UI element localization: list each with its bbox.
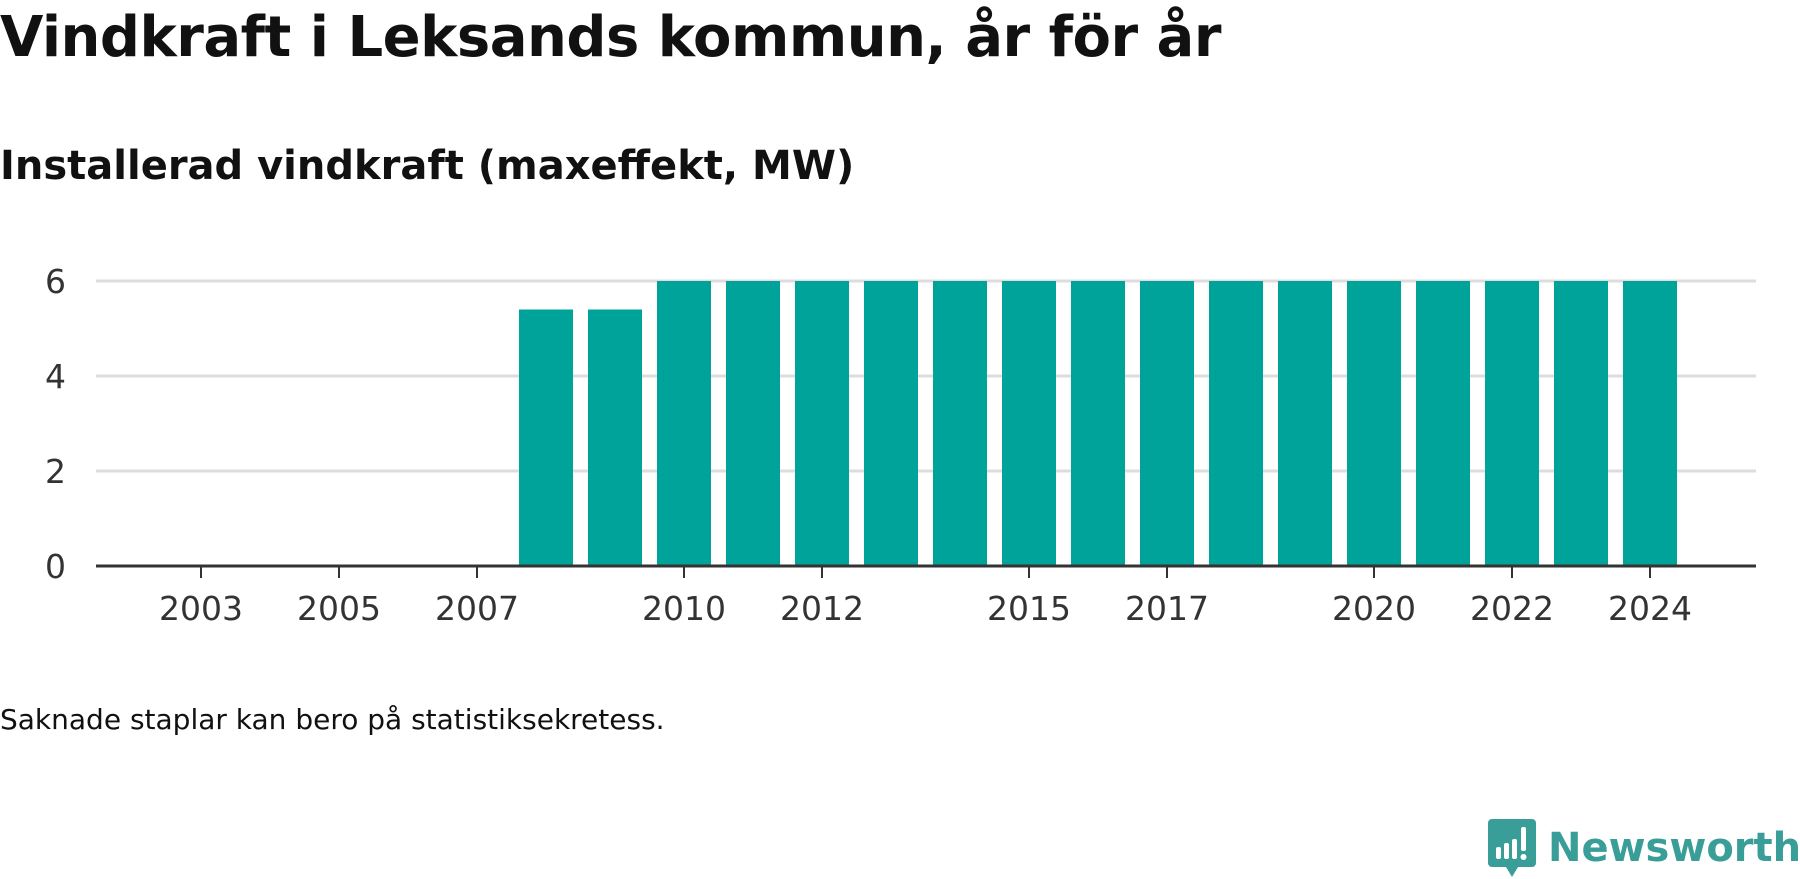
bar-2023: [1554, 281, 1608, 566]
x-axis: 2003 2005 2007 2010 2012 2015 2017 2020 2022 2024: [96, 564, 1756, 628]
bar-2013: [864, 281, 918, 566]
y-tick-label: 2: [45, 452, 66, 491]
bar-2014: [933, 281, 987, 566]
x-tick-label: 2015: [987, 589, 1071, 628]
x-tick-label: 2020: [1332, 589, 1416, 628]
x-tick-label: 2022: [1470, 589, 1554, 628]
bar-2018: [1209, 281, 1263, 566]
x-tick-label: 2003: [159, 589, 243, 628]
chart-title: Vindkraft i Leksands kommun, år för år: [0, 5, 1221, 70]
bar-2010: [657, 281, 711, 566]
bar-2022: [1485, 281, 1539, 566]
y-tick-label: 0: [45, 547, 66, 586]
x-tick-label: 2012: [780, 589, 864, 628]
x-tick-label: 2005: [297, 589, 381, 628]
x-tick-label: 2010: [642, 589, 726, 628]
bar-2019: [1278, 281, 1332, 566]
x-tick-label: 2024: [1608, 589, 1692, 628]
bars: [519, 281, 1677, 566]
brand-name: Newsworthy: [1548, 825, 1800, 871]
x-tick-label: 2007: [435, 589, 519, 628]
chart-subtitle: Installerad vindkraft (maxeffekt, MW): [0, 143, 855, 189]
bar-2020: [1347, 281, 1401, 566]
footnote: Saknade staplar kan bero på statistiksek…: [0, 703, 665, 736]
bar-2024: [1623, 281, 1677, 566]
newsworthy-logo-icon: [1488, 819, 1536, 877]
bar-2015: [1002, 281, 1056, 566]
x-tick-label: 2017: [1125, 589, 1209, 628]
bar-2016: [1071, 281, 1125, 566]
y-tick-label: 4: [45, 357, 66, 396]
bar-2011: [726, 281, 780, 566]
bar-2009: [588, 309, 642, 566]
grid-lines: [96, 279, 1756, 473]
newsworthy-logo[interactable]: Newsworthy: [1486, 818, 1800, 878]
y-tick-label: 6: [45, 262, 66, 301]
bar-2008: [519, 309, 573, 566]
y-axis-labels: 0 2 4 6: [45, 262, 66, 586]
bar-2012: [795, 281, 849, 566]
bar-2021: [1416, 281, 1470, 566]
bar-2017: [1140, 281, 1194, 566]
bar-chart: 0 2 4 6 2003 2005 2007 2010 2012 2015 2017 2020 202…: [45, 262, 1756, 628]
